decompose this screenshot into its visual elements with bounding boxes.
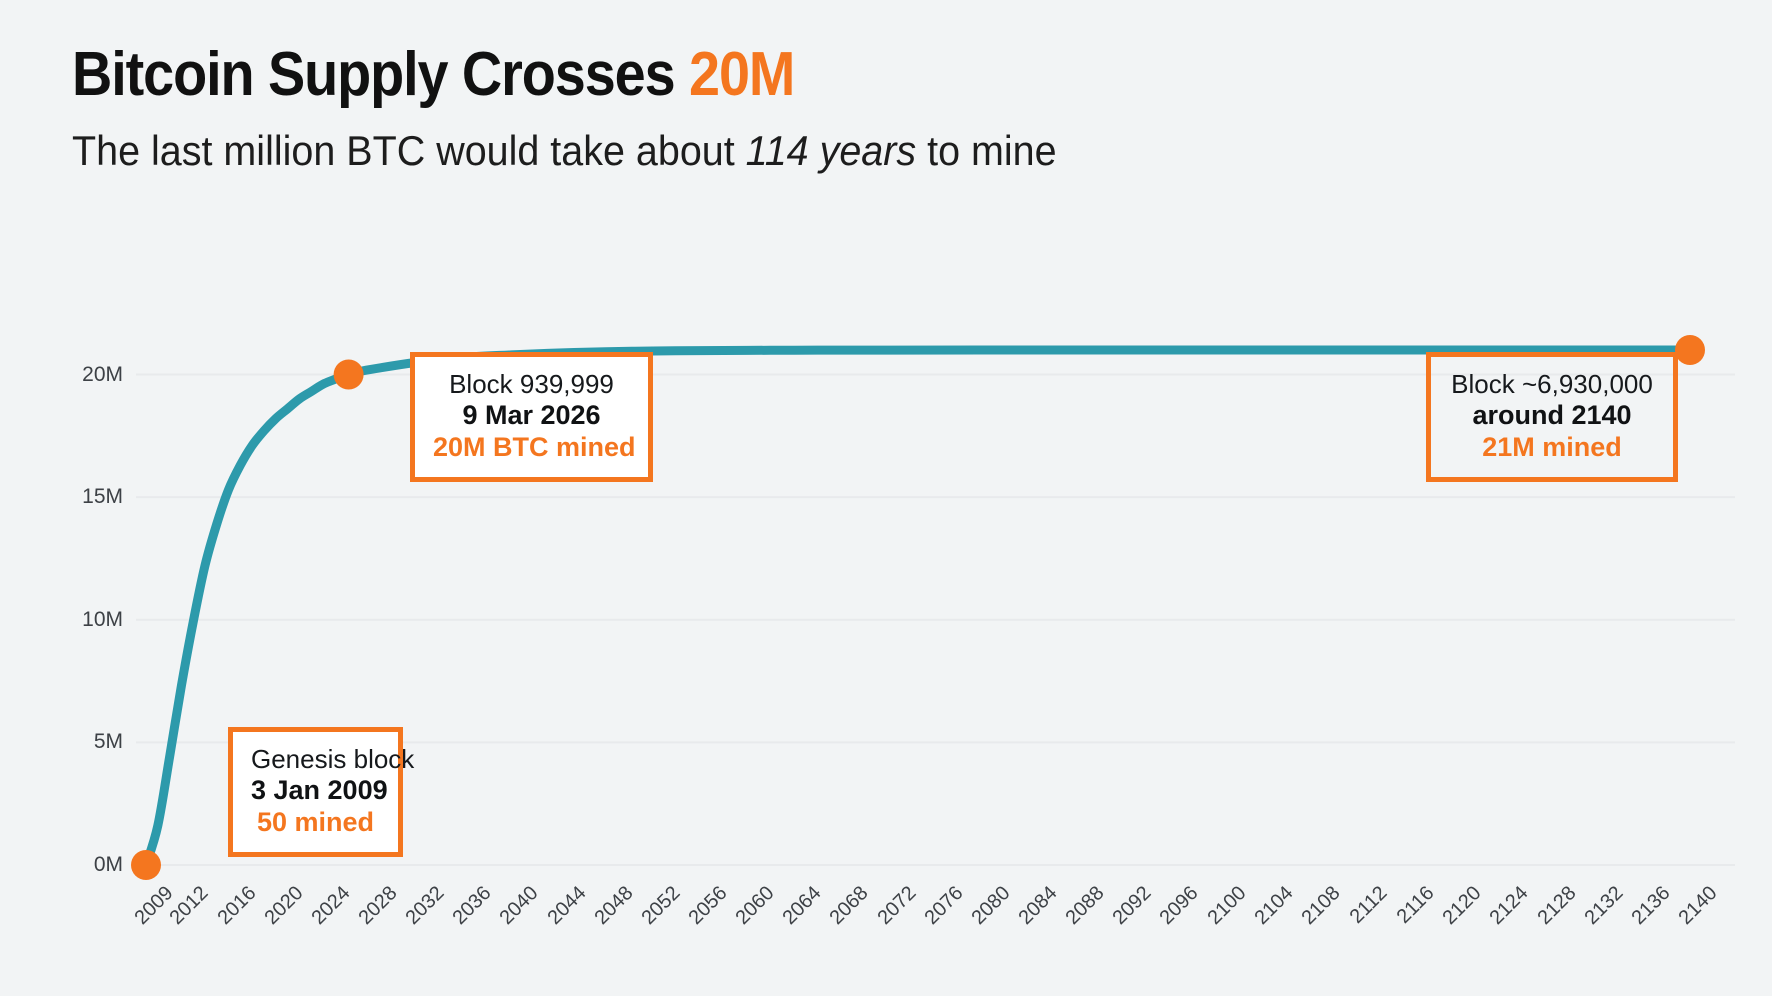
y-axis-tick-label: 20M (82, 362, 123, 386)
y-axis-tick-label: 5M (93, 730, 123, 754)
data-point-marker (131, 850, 161, 880)
annotation-line-date: 3 Jan 2009 (251, 774, 388, 805)
data-point-marker (333, 359, 364, 390)
page-subtitle: The last million BTC would take about 11… (72, 106, 1614, 172)
annotation-line-block: Genesis block (251, 744, 415, 774)
annotation-line-amount: 21M mined (1482, 431, 1622, 462)
subtitle-suffix-text: to mine (916, 127, 1057, 174)
title-accent-text: 20M (689, 40, 795, 109)
annotation-line-amount: 20M BTC mined (433, 431, 636, 462)
chart-header: Bitcoin Supply Crosses 20M The last mill… (72, 44, 1712, 172)
annotation-line-block: Block ~6,930,000 (1451, 369, 1653, 399)
subtitle-prefix-text: The last million BTC would take about (72, 127, 746, 174)
y-axis-tick-label: 10M (82, 607, 123, 631)
annotation-line-amount: 50 mined (256, 806, 375, 837)
page-title: Bitcoin Supply Crosses 20M (72, 44, 1548, 106)
annotation-20m-milestone: Block 939,999 9 Mar 2026 20M BTC mined (410, 352, 653, 483)
annotation-line-date: 9 Mar 2026 (462, 399, 601, 430)
y-axis-tick-label: 0M (93, 853, 123, 876)
subtitle-emphasis-text: 114 years (745, 127, 917, 174)
annotation-genesis-block: Genesis block 3 Jan 2009 50 mined (228, 727, 415, 858)
y-axis-tick-label: 15M (82, 485, 123, 509)
chart-data-point-markers (131, 335, 1705, 880)
annotation-final-block: Block ~6,930,000 around 2140 21M mined (1426, 352, 1678, 483)
data-point-marker (1675, 335, 1705, 365)
annotation-line-date: around 2140 (1472, 399, 1632, 430)
title-main-text: Bitcoin Supply Crosses (72, 40, 690, 109)
annotation-line-block: Block 939,999 (449, 369, 614, 399)
